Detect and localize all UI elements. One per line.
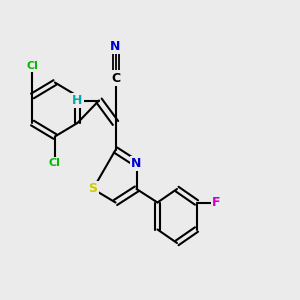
Text: Cl: Cl — [26, 61, 38, 71]
Text: C: C — [111, 71, 120, 85]
Text: H: H — [72, 94, 82, 107]
Text: S: S — [88, 182, 98, 196]
Text: F: F — [212, 196, 220, 209]
Text: Cl: Cl — [49, 158, 61, 169]
Text: N: N — [131, 157, 142, 170]
Text: N: N — [110, 40, 121, 53]
